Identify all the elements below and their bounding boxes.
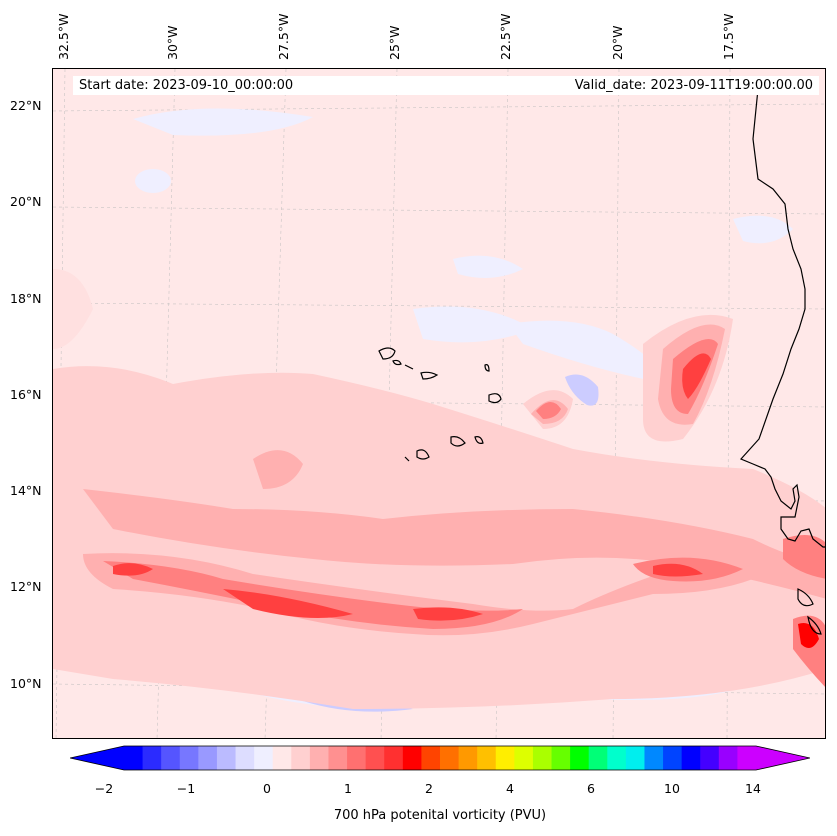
cbar-tick-10: 10	[664, 781, 680, 796]
map-panel	[52, 68, 826, 739]
colorbar-segment	[179, 746, 199, 770]
lon-label-30w: 30°W	[165, 25, 180, 60]
colorbar-segment	[272, 746, 292, 770]
colorbar-extend-low	[70, 746, 124, 770]
colorbar-segment	[198, 746, 218, 770]
colorbar-segment	[495, 746, 515, 770]
colorbar-segment	[737, 746, 757, 770]
cbar-tick-6: 6	[587, 781, 595, 796]
lat-label-10n: 10°N	[10, 676, 42, 691]
colorbar-segment	[551, 746, 571, 770]
valid-date-label: Valid_date: 2023-09-11T19:00:00.00	[539, 76, 819, 95]
colorbar-segment	[663, 746, 683, 770]
cape-verde-islands	[378, 347, 502, 462]
colorbar-segment	[570, 746, 590, 770]
colorbar-segment	[458, 746, 478, 770]
colorbar-segment	[216, 746, 237, 770]
cbar-tick-0: 0	[263, 781, 271, 796]
coastline	[739, 88, 825, 635]
colorbar-segment	[328, 746, 348, 770]
colorbar-segment	[402, 746, 422, 770]
lon-label-32-5w: 32.5°W	[56, 13, 71, 60]
colorbar-segment	[124, 746, 144, 770]
lat-label-14n: 14°N	[10, 483, 42, 498]
start-date-label: Start date: 2023-09-10_00:00:00	[73, 76, 551, 95]
cbar-tick-2: 2	[425, 781, 433, 796]
colorbar-title: 700 hPa potenital vorticity (PVU)	[333, 808, 547, 823]
colorbar-segment	[161, 746, 181, 770]
colorbar-segment	[440, 746, 460, 770]
pv-contour-map	[53, 69, 825, 738]
lat-label-12n: 12°N	[10, 579, 42, 594]
colorbar-segment	[588, 746, 608, 770]
colorbar-segment	[254, 746, 274, 770]
colorbar-segment	[309, 746, 329, 770]
colorbar-segment	[644, 746, 664, 770]
cbar-tick-minus2: −2	[94, 781, 114, 796]
lat-label-20n: 20°N	[10, 194, 42, 209]
lon-label-27-5w: 27.5°W	[276, 13, 291, 60]
colorbar-segment	[532, 746, 553, 770]
colorbar-segment	[235, 746, 255, 770]
lat-label-16n: 16°N	[10, 387, 42, 402]
cbar-tick-minus1: −1	[176, 781, 196, 796]
lon-label-25w: 25°W	[387, 25, 402, 60]
lat-label-22n: 22°N	[10, 98, 42, 113]
colorbar-segment	[718, 746, 738, 770]
lat-label-18n: 18°N	[10, 291, 42, 306]
colorbar-segment	[477, 746, 497, 770]
colorbar-segment	[347, 746, 367, 770]
lon-label-17-5w: 17.5°W	[721, 13, 736, 60]
lon-label-22-5w: 22.5°W	[498, 13, 513, 60]
colorbar-segment	[142, 746, 162, 770]
colorbar-segment	[421, 746, 441, 770]
colorbar-segment	[291, 746, 311, 770]
cbar-tick-4: 4	[506, 781, 514, 796]
colorbar-outline	[70, 745, 810, 771]
pv-2-3-cores	[113, 353, 819, 648]
colorbar-segment	[384, 746, 404, 770]
colorbar-segment	[681, 746, 701, 770]
colorbar-segment	[365, 746, 385, 770]
cbar-tick-1: 1	[344, 781, 352, 796]
colorbar-segment	[700, 746, 720, 770]
colorbar-segment	[625, 746, 645, 770]
lon-label-20w: 20°W	[610, 25, 625, 60]
colorbar	[70, 745, 810, 771]
colorbar-segment	[514, 746, 534, 770]
colorbar-extend-high	[756, 746, 810, 770]
colorbar-segment	[607, 746, 627, 770]
cbar-tick-14: 14	[745, 781, 761, 796]
